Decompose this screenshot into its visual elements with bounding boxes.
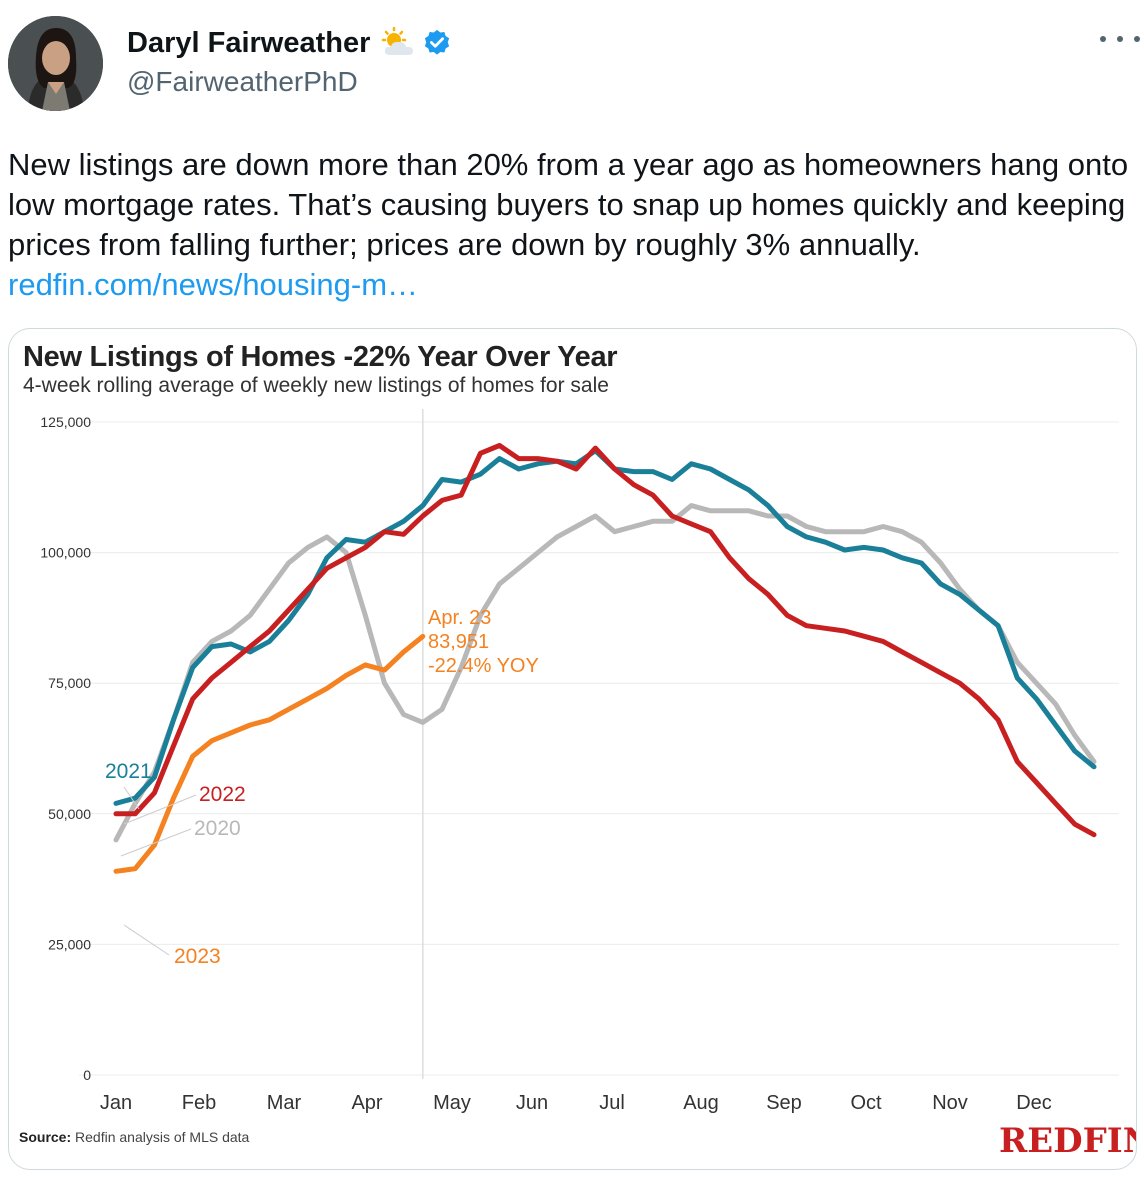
x-tick-label: Apr: [351, 1092, 382, 1114]
tweet-text: New listings are down more than 20% from…: [8, 145, 1133, 305]
x-tick-label: Nov: [932, 1092, 968, 1114]
tweet-body: New listings are down more than 20% from…: [8, 147, 1129, 262]
source-label: Source:: [19, 1129, 72, 1145]
y-tick-label: 50,000: [48, 806, 91, 822]
series-label-2023: 2023: [174, 945, 221, 968]
x-tick-label: Sep: [766, 1092, 802, 1114]
redfin-logo: REDFIN: [999, 1121, 1136, 1161]
label-leader-2020: [120, 828, 192, 857]
author-name[interactable]: Daryl Fairweather: [127, 26, 371, 59]
x-tick-label: May: [433, 1092, 471, 1114]
x-tick-label: Dec: [1016, 1092, 1052, 1114]
chart-image-card[interactable]: New Listings of Homes -22% Year Over Yea…: [8, 328, 1137, 1170]
series-line-2020: [113, 503, 1097, 843]
annotation-value: 83,951: [428, 631, 489, 653]
annotation-date: Apr. 23: [428, 607, 491, 629]
x-tick-label: Jan: [100, 1092, 132, 1114]
chart-title: New Listings of Homes -22% Year Over Yea…: [23, 341, 618, 373]
x-tick-label: Jun: [516, 1092, 548, 1114]
tweet-link[interactable]: redfin.com/news/housing-m…: [8, 267, 419, 302]
avatar[interactable]: [8, 16, 103, 111]
y-tick-label: 125,000: [40, 414, 91, 430]
label-leader-2022: [123, 794, 197, 825]
y-tick-label: 25,000: [48, 936, 91, 952]
sun-behind-cloud-icon: [382, 27, 414, 55]
x-tick-label: Feb: [182, 1092, 216, 1114]
chart-subtitle: 4-week rolling average of weekly new lis…: [23, 374, 609, 397]
y-tick-label: 75,000: [48, 675, 91, 691]
label-leader-2023: [123, 924, 170, 956]
annotation-yoy: -22.4% YOY: [428, 655, 539, 677]
series-line-2021: [113, 448, 1097, 806]
verified-badge-icon[interactable]: [422, 28, 452, 58]
series-label-2020: 2020: [194, 817, 241, 840]
y-tick-label: 100,000: [40, 545, 91, 561]
x-tick-label: Oct: [850, 1092, 882, 1114]
chart-source: Source: Redfin analysis of MLS data: [19, 1129, 249, 1145]
x-tick-label: Jul: [599, 1092, 625, 1114]
series-label-2021: 2021: [105, 760, 152, 783]
more-options-icon[interactable]: [1100, 24, 1140, 54]
series-label-2022: 2022: [199, 783, 246, 806]
source-text: Redfin analysis of MLS data: [75, 1129, 250, 1145]
y-tick-label: 0: [83, 1067, 91, 1083]
line-chart: 125,000 100,000 75,000 50,000 25,000 0 Jan Feb M…: [40, 409, 1119, 1114]
x-tick-label: Mar: [267, 1092, 302, 1114]
label-leader-2021: [123, 786, 140, 810]
series-line-2022: [113, 443, 1097, 838]
author-handle[interactable]: @FairweatherPhD: [127, 66, 358, 97]
x-tick-label: Aug: [683, 1092, 719, 1114]
series-line-2023: [113, 633, 426, 874]
